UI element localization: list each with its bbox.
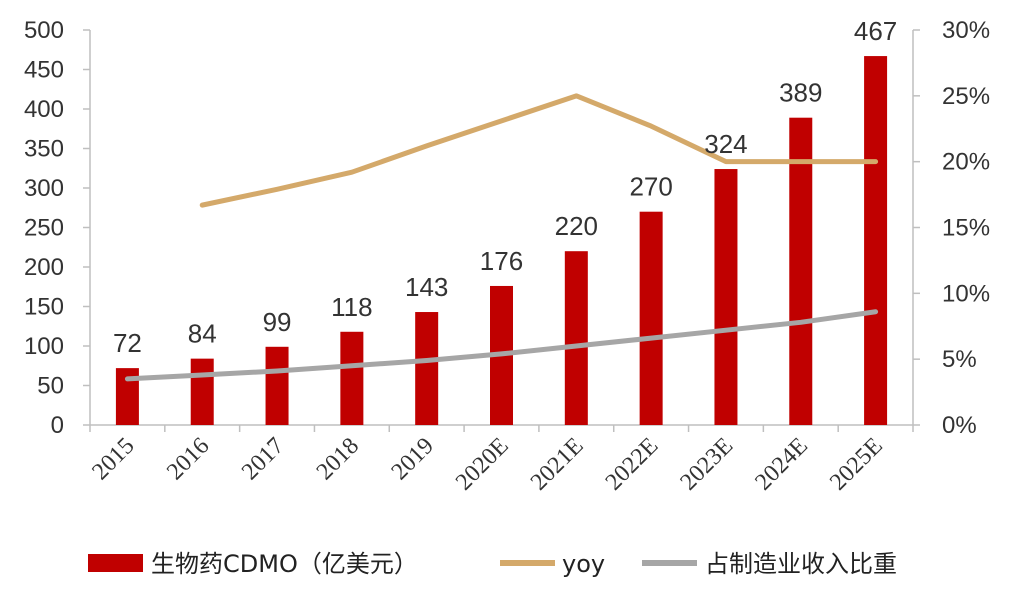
y-left-tick-label: 300 <box>24 175 64 202</box>
y-left-tick-label: 400 <box>24 96 64 123</box>
bar <box>190 358 214 425</box>
series-line <box>199 93 879 208</box>
y-left-tick-label: 0 <box>51 412 64 439</box>
y-right-tick-label: 20% <box>942 149 990 176</box>
y-right-tick-label: 15% <box>942 215 990 242</box>
bar-data-label: 143 <box>405 272 448 302</box>
y-right-tick-label: 10% <box>942 280 990 307</box>
bar <box>789 117 813 425</box>
y-right-tick-label: 30% <box>942 17 990 44</box>
bar-data-label: 99 <box>263 307 292 337</box>
x-tick-label: 2021E <box>526 433 589 496</box>
bar <box>340 331 364 425</box>
x-tick-label: 2024E <box>750 433 813 496</box>
bar-data-label: 84 <box>188 319 217 349</box>
x-tick-label: 2025E <box>825 433 888 496</box>
bar <box>415 312 439 425</box>
bar <box>639 211 663 425</box>
bar-data-label: 176 <box>480 246 523 276</box>
labels: 72 84 99 118 143 176 220 270 324 389 467 <box>113 16 897 358</box>
x-tick-label: 2015 <box>87 433 139 485</box>
x-tick-label: 2019 <box>387 433 439 485</box>
bar-data-label: 220 <box>555 211 598 241</box>
series-line <box>124 309 879 382</box>
legend-label: yoy <box>562 550 605 578</box>
x-tick-label: 2016 <box>162 433 214 485</box>
y-left-tick-label: 500 <box>24 17 64 44</box>
bar-data-label: 389 <box>779 78 822 108</box>
bars <box>115 56 888 425</box>
bar-data-label: 467 <box>854 16 897 46</box>
y-right-tick-label: 5% <box>942 346 977 373</box>
y-left-tick-label: 50 <box>37 373 64 400</box>
y-left-tick-label: 450 <box>24 57 64 84</box>
bar-data-label: 324 <box>704 129 747 159</box>
bar-data-label: 72 <box>113 328 142 358</box>
y-left-tick-label: 250 <box>24 215 64 242</box>
y-left-tick-label: 350 <box>24 136 64 163</box>
bar-data-label: 118 <box>331 292 372 322</box>
bar <box>115 368 139 425</box>
y-left-tick-label: 100 <box>24 333 64 360</box>
bar-data-label: 270 <box>629 172 672 202</box>
legend: 生物药CDMO（亿美元） yoy 占制造业收入比重 <box>88 550 897 578</box>
bar <box>564 251 588 425</box>
bar <box>864 56 888 425</box>
y-left-tick-label: 200 <box>24 254 64 281</box>
x-tick-label: 2022E <box>601 433 664 496</box>
x-tick-label: 2020E <box>451 433 514 496</box>
legend-swatch-bar <box>88 554 143 572</box>
y-right-tick-label: 0% <box>942 412 977 439</box>
legend-label: 占制造业收入比重 <box>705 550 897 578</box>
legend-label: 生物药CDMO（亿美元） <box>151 550 418 578</box>
x-tick-label: 2017 <box>237 433 289 485</box>
x-tick-label: 2023E <box>675 433 738 496</box>
lines <box>124 93 879 382</box>
bar <box>265 346 289 425</box>
y-left-tick-label: 150 <box>24 294 64 321</box>
x-tick-label: 2018 <box>312 433 364 485</box>
y-right-tick-label: 25% <box>942 83 990 110</box>
bar <box>714 169 738 425</box>
